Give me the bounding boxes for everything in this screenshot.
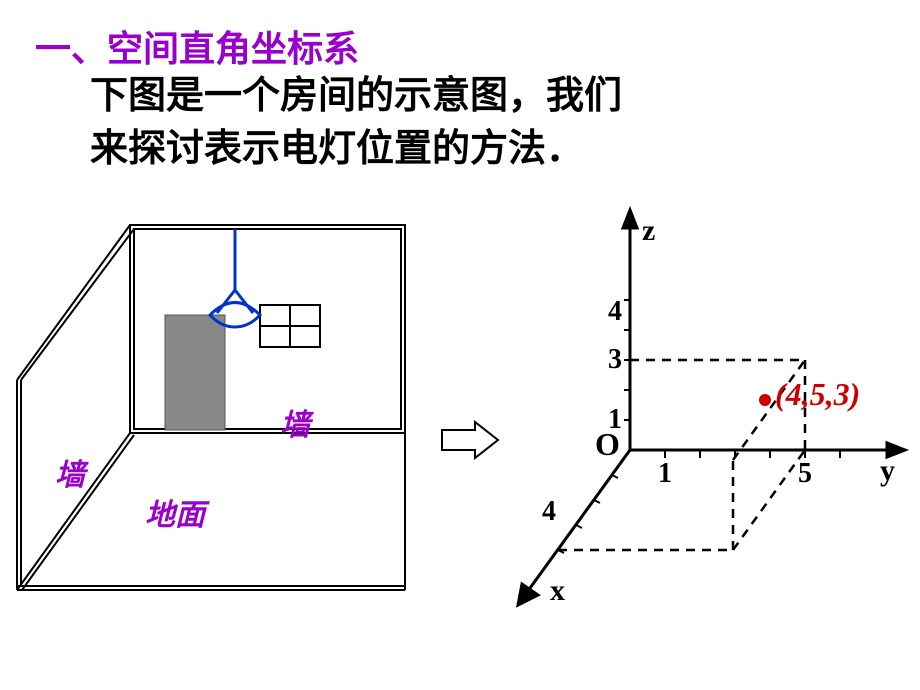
z-tick-4: 4 [608, 296, 622, 327]
wall-label-back: 墙 [280, 409, 314, 442]
lamp-icon [210, 229, 260, 327]
room-diagram: 墙 墙 地面 [5, 215, 435, 595]
arrow-icon [440, 420, 500, 460]
coordinate-diagram: 1 3 4 1 5 4 (4,5,3) z y x O [500, 200, 920, 620]
point-label: (4,5,3) [775, 376, 860, 412]
section-subtitle: 下图是一个房间的示意图，我们 来探讨表示电灯位置的方法． [90, 70, 790, 176]
section-heading: 一、空间直角坐标系 [35, 20, 359, 72]
wall-label-left: 墙 [55, 459, 89, 492]
subtitle-line2: 来探讨表示电灯位置的方法． [90, 128, 584, 170]
z-axis-label: z [642, 214, 655, 247]
door-shape [165, 315, 225, 430]
x-axis-label: x [550, 574, 565, 607]
x-tick-4: 4 [542, 496, 556, 527]
y-tick-5: 5 [798, 458, 812, 489]
y-axis-label: y [880, 454, 895, 487]
floor-label: 地面 [145, 499, 210, 532]
window-shape [260, 305, 320, 347]
origin-label: O [595, 426, 620, 462]
point-marker [759, 394, 771, 406]
subtitle-line1: 下图是一个房间的示意图，我们 [90, 75, 622, 117]
y-tick-1: 1 [658, 458, 672, 489]
z-tick-3: 3 [608, 344, 622, 375]
